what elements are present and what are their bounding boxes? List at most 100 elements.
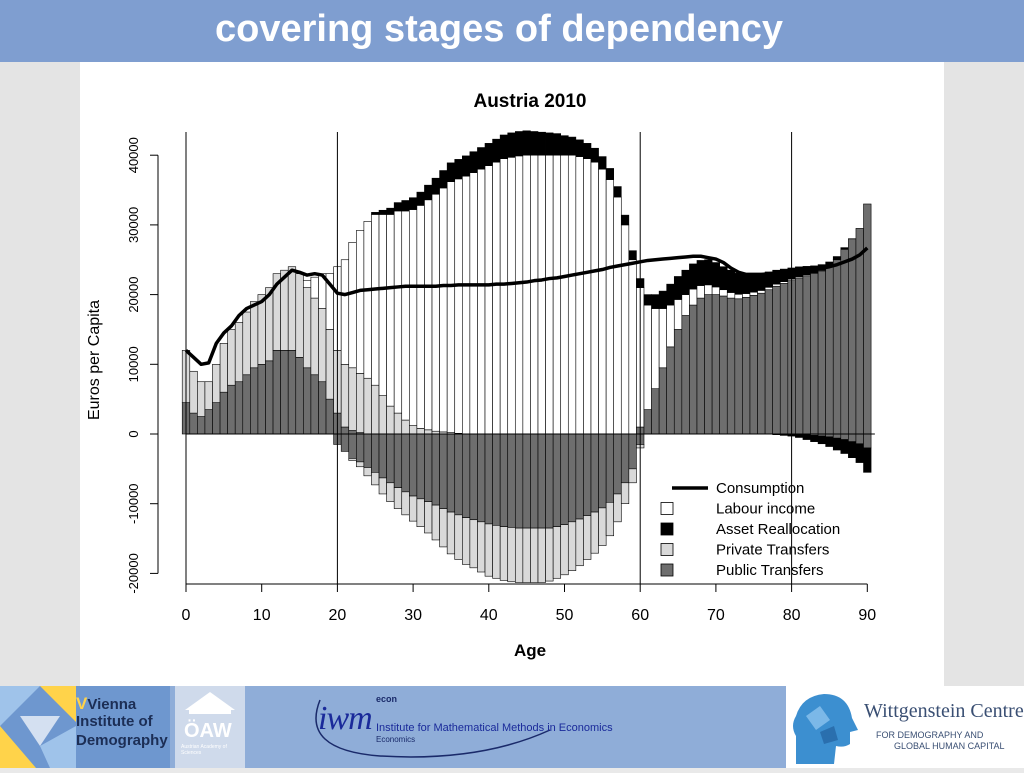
bar-asset-reallocation-age-44 [515, 132, 523, 156]
bar-neg-public-transfers-age-21 [341, 434, 349, 451]
bar-asset-reallocation-age-30 [409, 198, 417, 210]
bar-neg-private-transfers-age-36 [455, 515, 463, 560]
bar-neg-public-transfers-age-89 [856, 434, 864, 444]
bar-labour-income-age-78 [773, 284, 781, 286]
bar-public-transfers-age-9 [250, 368, 258, 434]
bar-neg-public-transfers-age-42 [500, 434, 508, 527]
bar-asset-reallocation-age-41 [493, 139, 501, 162]
bar-labour-income-age-59 [629, 260, 637, 434]
bar-asset-reallocation-age-63 [659, 291, 667, 308]
bar-private-transfers-age-2 [197, 382, 205, 417]
bar-neg-asset-reallocation-age-86 [833, 438, 841, 450]
bar-neg-public-transfers-age-48 [546, 434, 554, 528]
bar-neg-asset-reallocation-age-87 [841, 440, 849, 454]
bar-neg-private-transfers-age-43 [508, 527, 516, 581]
bar-asset-reallocation-age-72 [727, 270, 735, 292]
bar-asset-reallocation-age-76 [758, 274, 766, 291]
wittgenstein-logo: Wittgenstein Centre FOR DEMOGRAPHY AND G… [786, 686, 1024, 768]
bar-asset-reallocation-age-56 [606, 168, 614, 179]
bar-public-transfers-age-78 [773, 286, 781, 434]
bar-neg-private-transfers-age-25 [371, 472, 379, 485]
bar-neg-asset-reallocation-age-88 [848, 442, 856, 458]
bar-public-transfers-age-2 [197, 417, 205, 434]
bar-private-transfers-age-17 [311, 298, 319, 375]
x-tick-label-80: 80 [783, 607, 801, 624]
bar-asset-reallocation-age-86 [833, 257, 841, 260]
bar-private-transfers-age-18 [318, 309, 326, 382]
bar-private-transfers-age-22 [349, 368, 357, 431]
bar-neg-public-transfers-age-33 [432, 434, 440, 505]
bar-labour-income-age-17 [311, 277, 319, 298]
academy-building-icon [175, 686, 245, 716]
right-margin-band [944, 62, 1024, 686]
bar-labour-income-age-73 [735, 294, 743, 299]
bar-public-transfers-age-89 [856, 228, 864, 434]
bar-asset-reallocation-age-37 [462, 156, 470, 176]
bar-neg-private-transfers-age-42 [500, 527, 508, 581]
bar-labour-income-age-69 [705, 285, 713, 295]
bar-asset-reallocation-age-58 [621, 215, 629, 225]
bar-neg-public-transfers-age-88 [848, 434, 856, 442]
bar-neg-private-transfers-age-49 [553, 527, 561, 579]
bar-public-transfers-age-65 [674, 329, 682, 434]
bar-private-transfers-age-4 [212, 364, 220, 402]
bar-asset-reallocation-age-62 [652, 295, 660, 309]
bar-private-transfers-age-3 [205, 382, 213, 410]
bar-asset-reallocation-age-47 [538, 132, 546, 155]
bar-asset-reallocation-age-27 [387, 208, 395, 214]
bar-neg-public-transfers-age-59 [629, 434, 637, 469]
bar-neg-public-transfers-age-36 [455, 434, 463, 515]
x-tick-label-60: 60 [631, 607, 649, 624]
bar-neg-asset-reallocation-age-82 [803, 435, 811, 440]
bar-neg-private-transfers-age-23 [356, 462, 364, 467]
iwm-logo: iwm econ Institute for Mathematical Meth… [300, 690, 640, 764]
bar-private-transfers-age-28 [394, 413, 402, 434]
bar-neg-asset-reallocation-age-90 [864, 448, 872, 472]
bar-neg-public-transfers-age-26 [379, 434, 387, 478]
bar-asset-reallocation-age-61 [644, 295, 652, 305]
bar-public-transfers-age-4 [212, 403, 220, 434]
bar-labour-income-age-77 [765, 287, 773, 289]
bar-labour-income-age-42 [500, 159, 508, 434]
bar-neg-private-transfers-age-58 [621, 483, 629, 504]
bar-public-transfers-age-11 [265, 361, 273, 434]
bar-labour-income-age-57 [614, 197, 622, 434]
bar-private-transfers-age-24 [364, 378, 372, 434]
bar-neg-private-transfers-age-26 [379, 478, 387, 494]
bar-public-transfers-age-8 [243, 375, 251, 434]
bar-labour-income-age-65 [674, 299, 682, 329]
bar-public-transfers-age-84 [818, 271, 826, 434]
bar-neg-public-transfers-age-57 [614, 434, 622, 494]
bar-labour-income-age-58 [621, 225, 629, 434]
bar-asset-reallocation-age-75 [750, 274, 758, 292]
bar-asset-reallocation-age-28 [394, 203, 402, 211]
bar-asset-reallocation-age-29 [402, 201, 410, 211]
econ-mark: econ [376, 694, 397, 704]
bar-neg-private-transfers-age-54 [591, 512, 599, 553]
bar-labour-income-age-36 [455, 179, 463, 433]
bar-neg-asset-reallocation-age-85 [826, 437, 834, 447]
bar-private-transfers-age-21 [341, 364, 349, 427]
bar-public-transfers-age-83 [811, 274, 819, 434]
bar-neg-public-transfers-age-56 [606, 434, 614, 502]
bar-private-transfers-age-13 [281, 270, 289, 350]
bar-neg-public-transfers-age-24 [364, 434, 372, 467]
bar-neg-public-transfers-age-40 [485, 434, 493, 524]
bar-neg-public-transfers-age-27 [387, 434, 395, 483]
legend-label-asset-reallocation: Asset Reallocation [716, 521, 840, 538]
bar-neg-public-transfers-age-45 [523, 434, 531, 528]
bar-public-transfers-age-71 [720, 296, 728, 434]
bar-labour-income-age-70 [712, 287, 720, 295]
legend-swatch-labour-income [661, 503, 673, 515]
wittgenstein-subtitle-1: FOR DEMOGRAPHY AND [876, 730, 983, 740]
bar-private-transfers-age-16 [303, 288, 311, 368]
bar-asset-reallocation-age-55 [599, 157, 607, 170]
iwm-department: Economics [376, 735, 415, 744]
bar-asset-reallocation-age-74 [742, 274, 750, 294]
bar-private-transfers-age-5 [220, 343, 228, 392]
bar-neg-private-transfers-age-44 [515, 528, 523, 582]
bar-asset-reallocation-age-50 [561, 136, 569, 156]
bar-labour-income-age-45 [523, 155, 531, 434]
bar-public-transfers-age-79 [780, 283, 788, 434]
bar-private-transfers-age-15 [296, 274, 304, 358]
